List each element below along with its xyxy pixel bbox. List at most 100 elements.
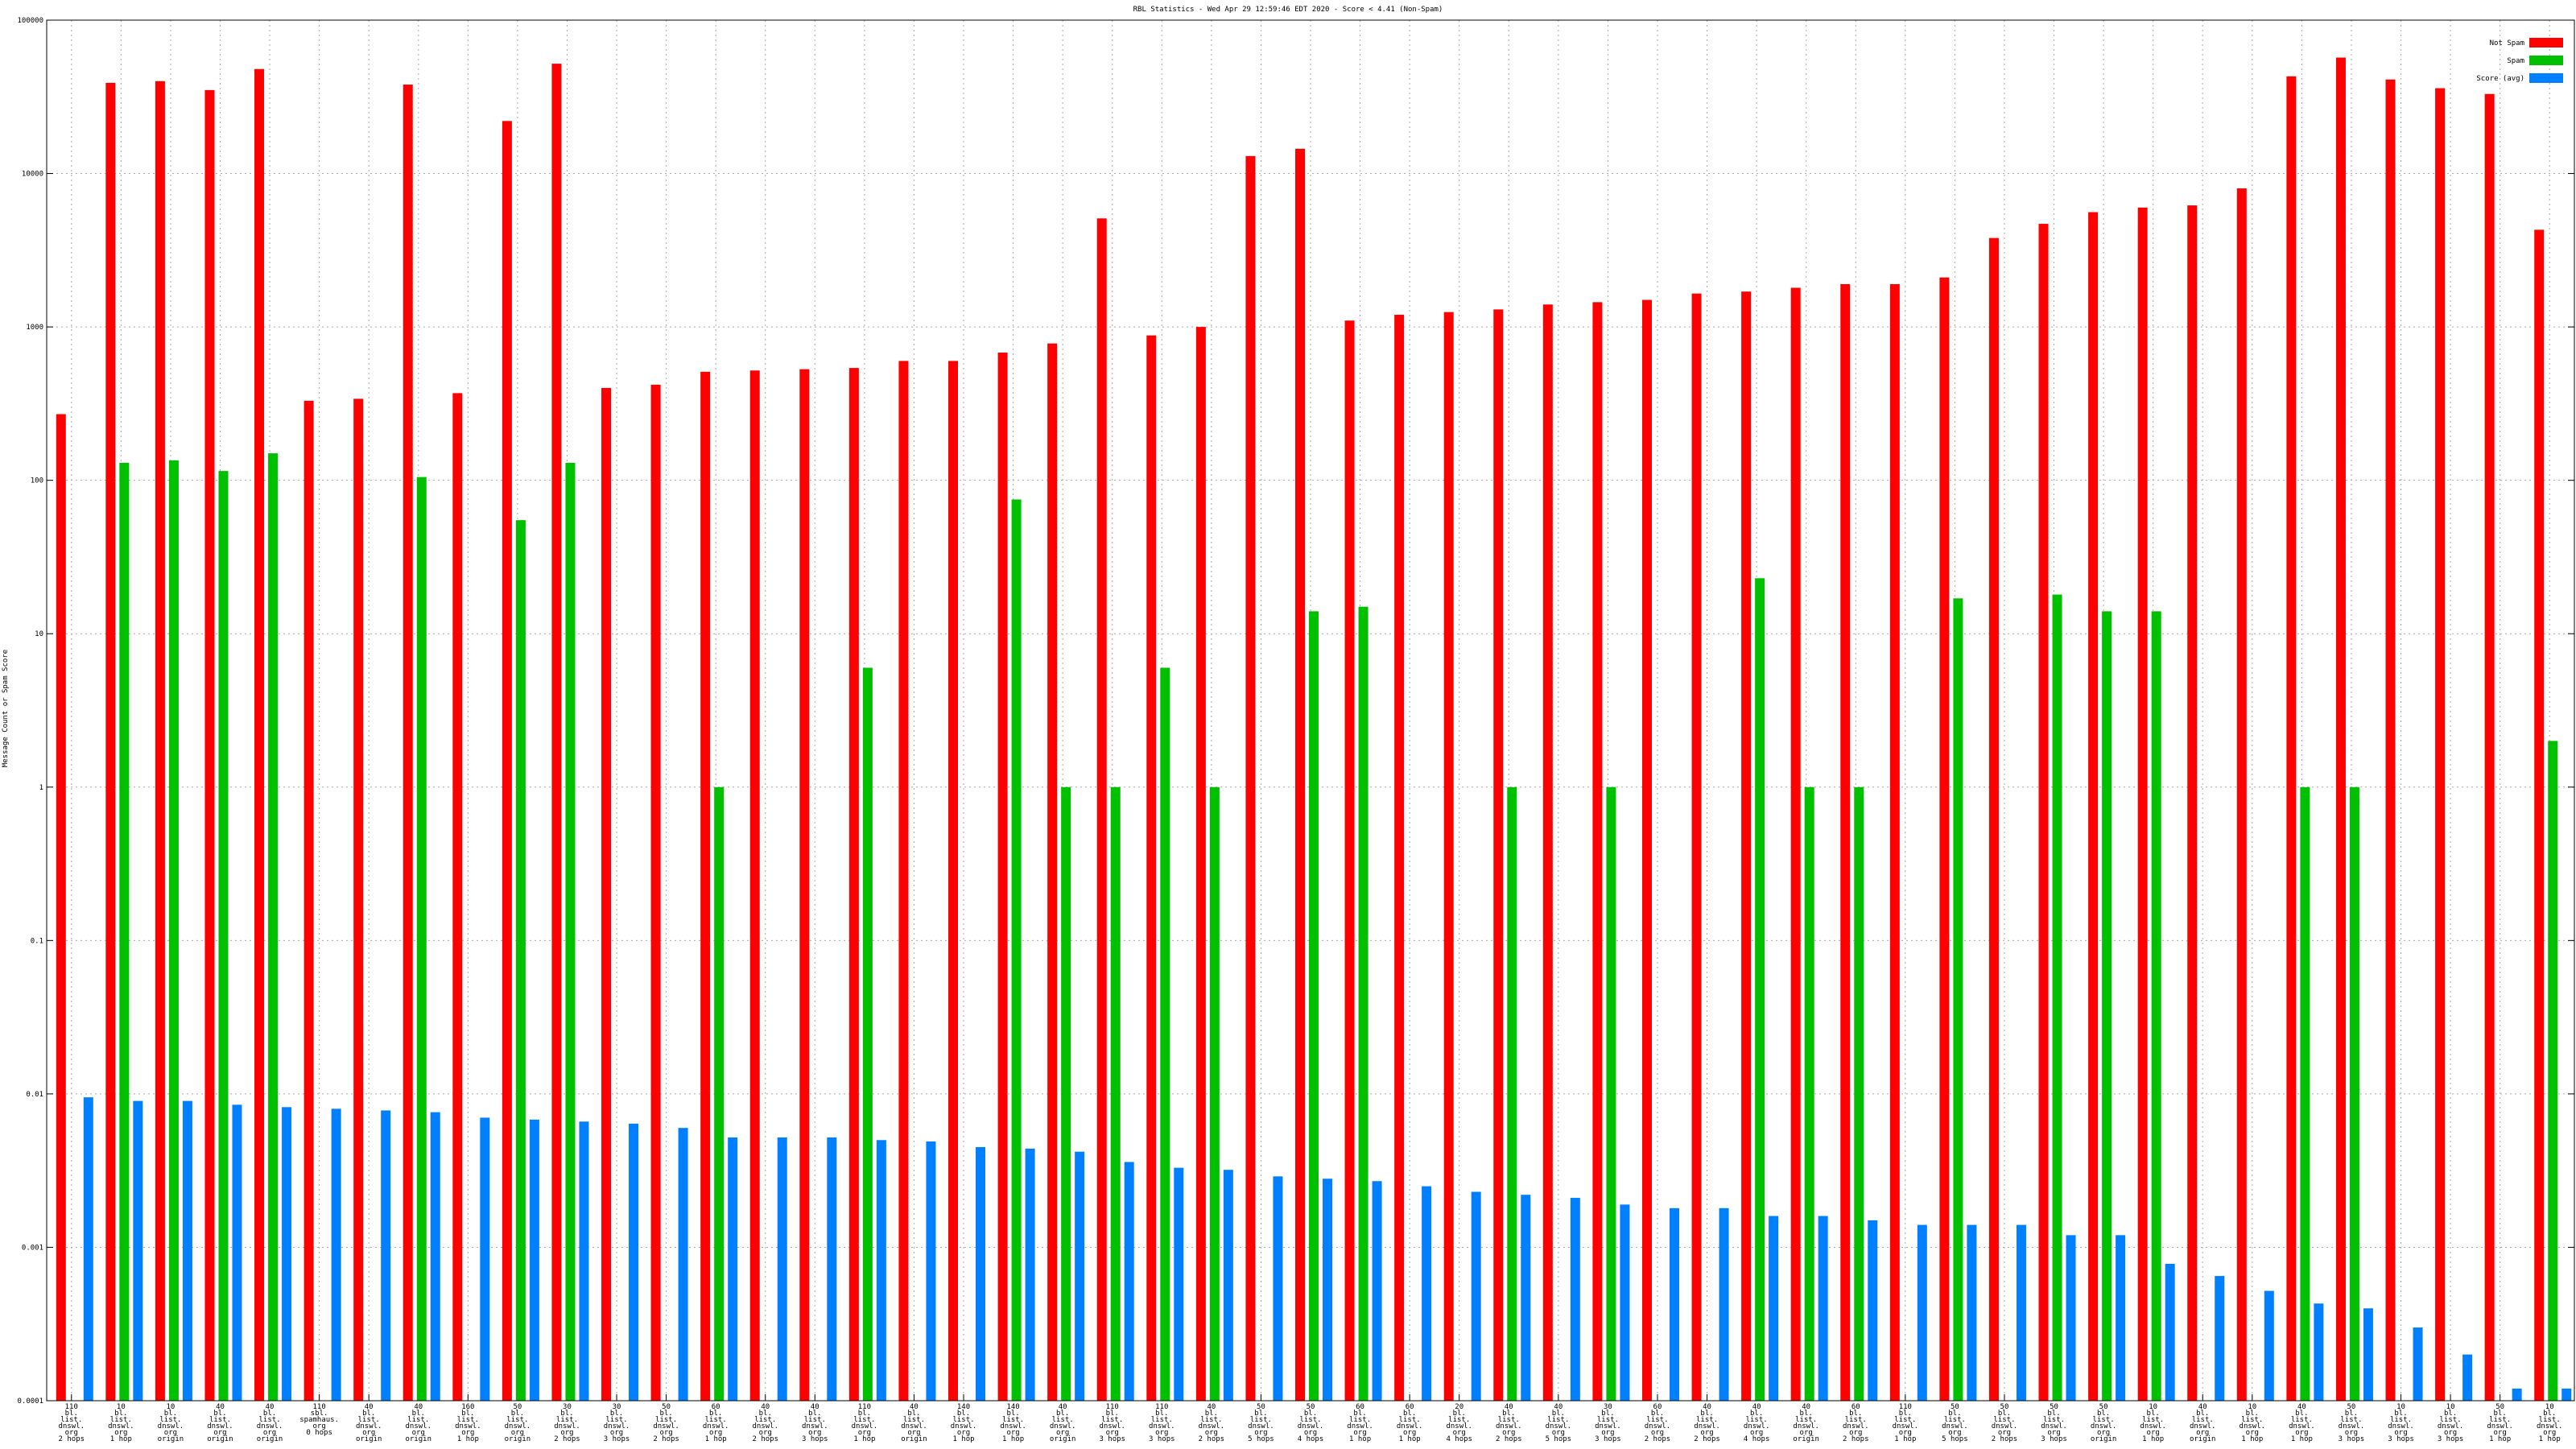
- bar-score-avg: [2512, 1388, 2522, 1401]
- bar-spam: [1209, 786, 1220, 1401]
- bar-spam: [268, 453, 279, 1401]
- bar-not-spam: [1493, 309, 1504, 1401]
- bar-spam: [2548, 741, 2558, 1401]
- x-tick-label: 40 bl. list. dnswl. org 4 hops: [1744, 1403, 1770, 1443]
- bar-not-spam: [551, 64, 562, 1401]
- y-tick-label: 100000: [17, 17, 43, 25]
- bar-spam: [1606, 786, 1616, 1401]
- bar-not-spam: [2484, 93, 2495, 1401]
- bar-spam: [1309, 611, 1319, 1401]
- x-tick-label: 30 bl. list. dnswl. org 3 hops: [1595, 1403, 1621, 1443]
- bar-not-spam: [1840, 283, 1851, 1402]
- bar-spam: [1953, 598, 1963, 1401]
- bar-score-avg: [2116, 1235, 2126, 1401]
- x-tick-label: 60 bl. list. dnswl. org 1 hop: [1347, 1403, 1373, 1443]
- x-tick-label: 50 bl. list. dnswl. org 3 hops: [2339, 1403, 2365, 1443]
- bar-not-spam: [1790, 287, 1801, 1401]
- bar-spam: [2349, 786, 2359, 1401]
- bar-spam: [2151, 611, 2161, 1401]
- bar-score-avg: [1818, 1216, 1828, 1401]
- bar-not-spam: [303, 400, 314, 1401]
- bar-score-avg: [1719, 1208, 1729, 1401]
- bar-score-avg: [1372, 1181, 1382, 1401]
- bar-not-spam: [898, 361, 909, 1401]
- x-tick-label: 60 bl. list. dnswl. org 1 hop: [703, 1403, 729, 1443]
- bar-spam: [1061, 786, 1071, 1401]
- x-tick-label: 110 bl. list. dnswl. org 3 hops: [1099, 1403, 1125, 1443]
- y-tick-label: 0.01: [26, 1091, 43, 1099]
- y-tick-label: 0.0001: [17, 1397, 43, 1406]
- x-tick-label: 40 bl. list. dnswl. org origin: [2190, 1403, 2216, 1443]
- x-tick-label: 50 bl. list. dnswl. org origin: [505, 1403, 531, 1443]
- bar-score-avg: [430, 1112, 440, 1401]
- x-tick-label: 60 bl. list. dnswl. org 2 hops: [1843, 1403, 1869, 1443]
- bar-spam: [1160, 667, 1170, 1401]
- x-tick-label: 40 bl. list. dnswl. org 5 hops: [1546, 1403, 1572, 1443]
- x-tick-label: 110 bl. list. dnswl. org 3 hops: [1149, 1403, 1175, 1443]
- bar-not-spam: [2187, 205, 2198, 1402]
- bar-spam: [1507, 786, 1517, 1401]
- bar-not-spam: [155, 80, 165, 1401]
- bar-not-spam: [2088, 212, 2099, 1401]
- x-tick-label: 160 bl. list. dnswl. org 1 hop: [455, 1403, 481, 1443]
- bar-spam: [1755, 578, 1765, 1401]
- x-tick-label: 110 bl. list. dnswl. org 1 hop: [1893, 1403, 1919, 1443]
- bar-score-avg: [1967, 1224, 1977, 1401]
- bar-not-spam: [2286, 76, 2297, 1402]
- bar-spam: [714, 786, 724, 1401]
- bar-not-spam: [2335, 57, 2346, 1401]
- bar-score-avg: [1323, 1179, 1332, 1401]
- x-tick-label: 50 bl. list. dnswl. org 2 hops: [1992, 1403, 2018, 1443]
- bar-spam: [218, 471, 229, 1401]
- x-tick-label: 40 bl. list. dnswl. org origin: [1793, 1403, 1819, 1443]
- x-tick-label: 10 bl. list. dnswl. org 3 hops: [2438, 1403, 2464, 1443]
- bar-score-avg: [678, 1128, 688, 1401]
- bar-not-spam: [650, 384, 661, 1401]
- x-tick-label: 50 bl. list. dnswl. org 4 hops: [1298, 1403, 1324, 1443]
- legend-swatch: [2529, 38, 2563, 47]
- bar-score-avg: [2066, 1235, 2076, 1401]
- bar-not-spam: [1195, 327, 1206, 1402]
- x-tick-label: 50 bl. list. dnswl. org 5 hops: [1248, 1403, 1274, 1443]
- bar-score-avg: [2413, 1327, 2423, 1401]
- x-tick-label: 10 bl. list. dnswl. org 1 hop: [108, 1403, 134, 1443]
- bar-score-avg: [1669, 1208, 1679, 1401]
- bar-not-spam: [799, 369, 810, 1402]
- bar-not-spam: [1939, 277, 1950, 1401]
- bar-not-spam: [1641, 299, 1652, 1402]
- bar-score-avg: [331, 1108, 341, 1401]
- bar-not-spam: [2435, 88, 2446, 1401]
- bar-score-avg: [2264, 1290, 2274, 1401]
- bar-score-avg: [777, 1137, 787, 1401]
- bar-spam: [119, 462, 130, 1401]
- x-tick-label: 50 bl. list. dnswl. org origin: [2091, 1403, 2117, 1443]
- bar-score-avg: [1075, 1151, 1085, 1401]
- x-tick-label: 60 bl. list. dnswl. org 2 hops: [1645, 1403, 1671, 1443]
- bar-not-spam: [2385, 79, 2396, 1402]
- bar-not-spam: [1394, 315, 1405, 1401]
- bar-score-avg: [876, 1140, 886, 1401]
- bar-not-spam: [700, 371, 711, 1402]
- bar-score-avg: [1620, 1204, 1630, 1401]
- bar-not-spam: [1988, 237, 1999, 1401]
- bar-not-spam: [2236, 188, 2247, 1401]
- bar-score-avg: [2314, 1303, 2324, 1401]
- bar-not-spam: [353, 398, 364, 1402]
- legend-label: Not Spam: [2490, 39, 2524, 47]
- bar-not-spam: [601, 387, 612, 1401]
- x-tick-label: 30 bl. list. dnswl. org 2 hops: [554, 1403, 580, 1443]
- y-tick-label: 10000: [22, 171, 43, 179]
- x-tick-label: 40 bl. list. dnswl. org 2 hops: [1694, 1403, 1720, 1443]
- bar-not-spam: [56, 414, 66, 1401]
- y-tick-label: 100: [31, 477, 43, 485]
- bar-score-avg: [83, 1097, 93, 1401]
- bar-not-spam: [502, 121, 512, 1401]
- bar-score-avg: [827, 1137, 837, 1401]
- x-tick-label: 110 bl. list. dnswl. org 2 hops: [59, 1403, 85, 1443]
- bar-score-avg: [1223, 1170, 1233, 1401]
- x-tick-label: 140 bl. list. dnswl. org 1 hop: [951, 1403, 977, 1443]
- bar-score-avg: [579, 1121, 589, 1401]
- x-tick-label: 50 bl. list. dnswl. org 3 hops: [2041, 1403, 2067, 1443]
- x-tick-label: 40 bl. list. dnswl. org origin: [901, 1403, 927, 1443]
